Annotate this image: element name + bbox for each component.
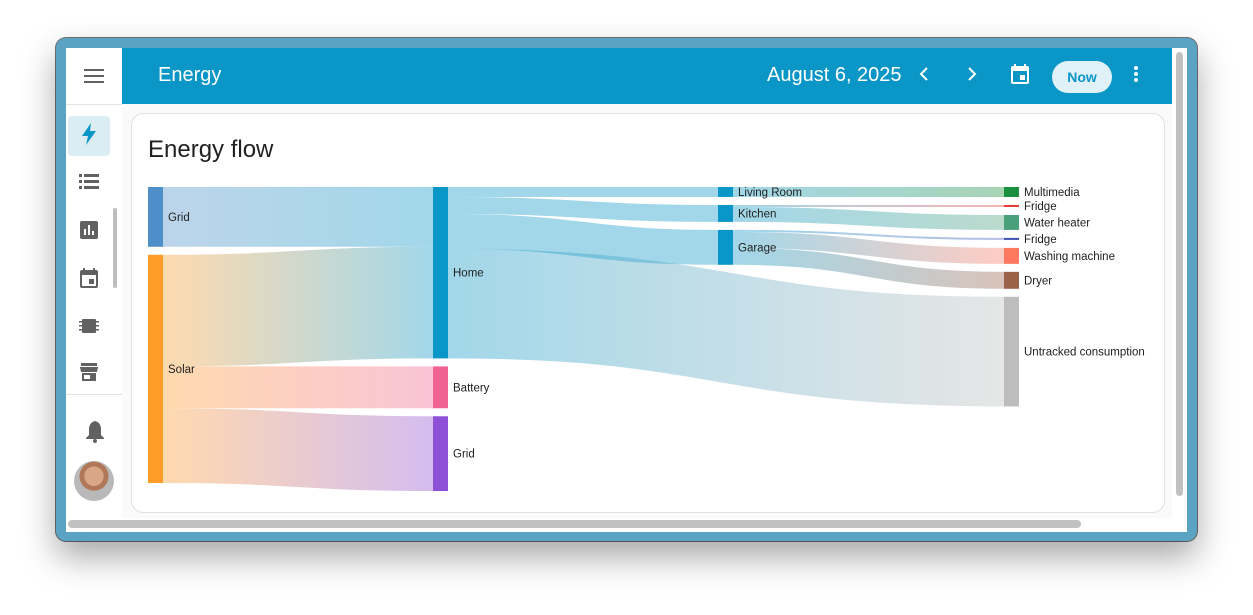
sankey-node-fridge2 (1004, 237, 1019, 240)
sankey-link-solar-home (162, 246, 434, 367)
sankey-node-label-waterheater: Water heater (1024, 217, 1090, 229)
sankey-node-kitchen (718, 204, 733, 222)
sankey-node-living (718, 187, 733, 197)
date-picker-button[interactable] (1006, 62, 1034, 90)
sankey-node-dryer (1004, 271, 1019, 289)
sidebar (66, 48, 123, 532)
sankey-node-label-solar: Solar (168, 364, 195, 376)
card-title: Energy flow (148, 136, 274, 163)
sankey-node-grid_out (433, 416, 448, 491)
sankey-node-label-washing: Washing machine (1024, 251, 1115, 263)
sidebar-item-history[interactable] (68, 212, 110, 252)
calendar-icon (80, 267, 98, 293)
sankey-link-garage-dryer (732, 247, 1005, 289)
sankey-node-label-home: Home (453, 268, 484, 280)
sankey-node-battery (433, 366, 448, 409)
sidebar-item-store[interactable] (68, 354, 110, 394)
energy-flow-card: Energy flow Grid Solar Home Battery Grid Livi… (131, 113, 1165, 513)
sankey-node-multimedia (1004, 187, 1019, 197)
sankey-node-label-living: Living Room (738, 187, 802, 199)
sankey-node-solar (148, 254, 163, 483)
sidebar-scrollbar[interactable] (113, 208, 117, 288)
sidebar-item-energy[interactable] (68, 116, 110, 156)
vertical-scrollbar[interactable] (1176, 52, 1183, 496)
store-icon (80, 362, 98, 386)
sankey-link-kitchen-waterheater (732, 206, 1005, 230)
energy-sankey-chart: Grid Solar Home Battery Grid Living Room Kitch… (148, 187, 1145, 492)
calendar-icon (1011, 63, 1029, 89)
sankey-node-home (433, 187, 448, 359)
sankey-node-label-garage: Garage (738, 242, 776, 254)
horizontal-scrollbar[interactable] (68, 520, 1081, 528)
chevron-left-icon (919, 66, 929, 86)
list-icon (79, 173, 99, 195)
sankey-node-washing (1004, 247, 1019, 264)
date-label: August 6, 2025 (767, 64, 902, 86)
sankey-node-garage (718, 229, 733, 265)
bar-chart-icon (80, 220, 98, 244)
chip-icon (79, 317, 99, 340)
sankey-node-fridge1 (1004, 204, 1019, 207)
sankey-node-label-untracked: Untracked consumption (1024, 347, 1145, 359)
sankey-link-solar-grid_out (162, 408, 434, 492)
sankey-node-label-kitchen: Kitchen (738, 208, 776, 220)
lightning-bolt-icon (81, 122, 97, 150)
avatar[interactable] (74, 461, 114, 501)
more-options-button[interactable] (1122, 62, 1150, 90)
sidebar-item-notifications[interactable] (74, 414, 116, 454)
sankey-node-label-multimedia: Multimedia (1024, 187, 1080, 199)
sidebar-item-hardware[interactable] (68, 308, 110, 348)
sankey-link-home-untracked (447, 248, 1005, 407)
more-vertical-icon (1134, 65, 1138, 87)
sankey-link-home-garage (447, 213, 719, 265)
page-title: Energy (158, 64, 222, 86)
sankey-node-label-battery: Battery (453, 382, 490, 394)
sidebar-item-logbook[interactable] (68, 164, 110, 204)
sidebar-header (66, 48, 122, 105)
sankey-node-untracked (1004, 296, 1019, 407)
sankey-node-label-dryer: Dryer (1024, 275, 1052, 287)
sidebar-divider (66, 394, 122, 395)
sankey-node-label-fridge2: Fridge (1024, 234, 1057, 246)
now-button[interactable]: Now (1052, 61, 1112, 93)
previous-day-button[interactable] (910, 62, 938, 90)
chevron-right-icon (967, 66, 977, 86)
sankey-node-label-fridge1: Fridge (1024, 201, 1057, 213)
sidebar-item-calendar[interactable] (68, 260, 110, 300)
sankey-node-waterheater (1004, 214, 1019, 230)
sankey-link-garage-fridge2 (732, 229, 1005, 240)
top-app-bar: Energy August 6, 2025 Now (122, 48, 1172, 104)
sankey-link-garage-washing (732, 231, 1005, 264)
bell-icon (86, 420, 104, 448)
sankey-node-grid_in (148, 187, 163, 247)
menu-icon[interactable] (80, 62, 108, 90)
sankey-node-label-grid_out: Grid (453, 449, 475, 461)
next-day-button[interactable] (958, 62, 986, 90)
sankey-node-label-grid_in: Grid (168, 212, 190, 224)
sankey-link-home-kitchen (447, 196, 719, 222)
